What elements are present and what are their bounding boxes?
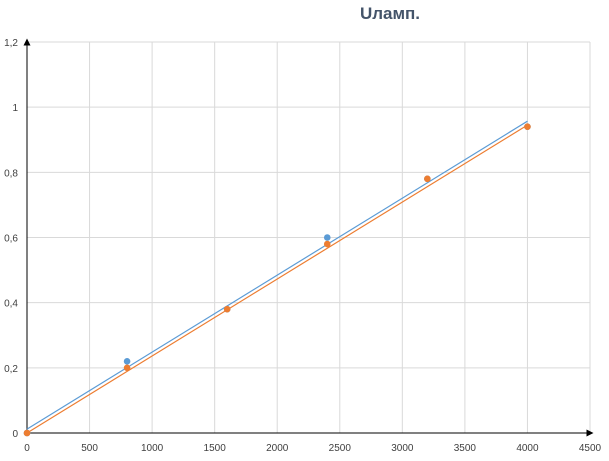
series-2-point — [123, 364, 131, 372]
x-tick-label: 2500 — [329, 443, 352, 454]
trendlines — [26, 120, 528, 434]
x-tick-label: 2000 — [266, 443, 289, 454]
series-2-point — [223, 305, 231, 313]
series-1-point — [323, 234, 331, 241]
data-points — [23, 123, 531, 437]
x-tick-label: 4000 — [516, 443, 539, 454]
y-tick-label: 1,2 — [4, 38, 18, 49]
y-tick-label: 0,6 — [4, 234, 18, 245]
chart-title: Uламп. — [359, 4, 421, 23]
series-2-trendline — [26, 124, 528, 434]
axes — [23, 38, 594, 437]
x-tick-label: 1000 — [141, 443, 164, 454]
y-tick-label: 0,4 — [4, 299, 18, 310]
series-2-point — [23, 429, 31, 437]
series-2-point — [424, 175, 431, 183]
y-tick-label: 0,8 — [4, 168, 18, 179]
series-2-point — [524, 123, 531, 131]
series-2-point — [323, 240, 331, 248]
y-tick-label: 0 — [12, 429, 18, 440]
y-tick-label: 0,2 — [4, 364, 18, 375]
y-tick-label: 1 — [12, 103, 18, 114]
tick-labels: 0 500 1000 1500 2000 2500 3000 3500 4000 4500 0 0,2… — [4, 38, 601, 454]
x-tick-label: 3000 — [391, 443, 414, 454]
series-1-trendline — [26, 120, 528, 430]
grid-lines — [27, 41, 591, 433]
x-tick-label: 0 — [24, 443, 30, 454]
x-tick-label: 3500 — [454, 443, 477, 454]
x-tick-label: 4500 — [579, 443, 602, 454]
series-1-point — [123, 358, 131, 365]
x-tick-label: 1500 — [204, 443, 227, 454]
x-tick-label: 500 — [81, 443, 98, 454]
